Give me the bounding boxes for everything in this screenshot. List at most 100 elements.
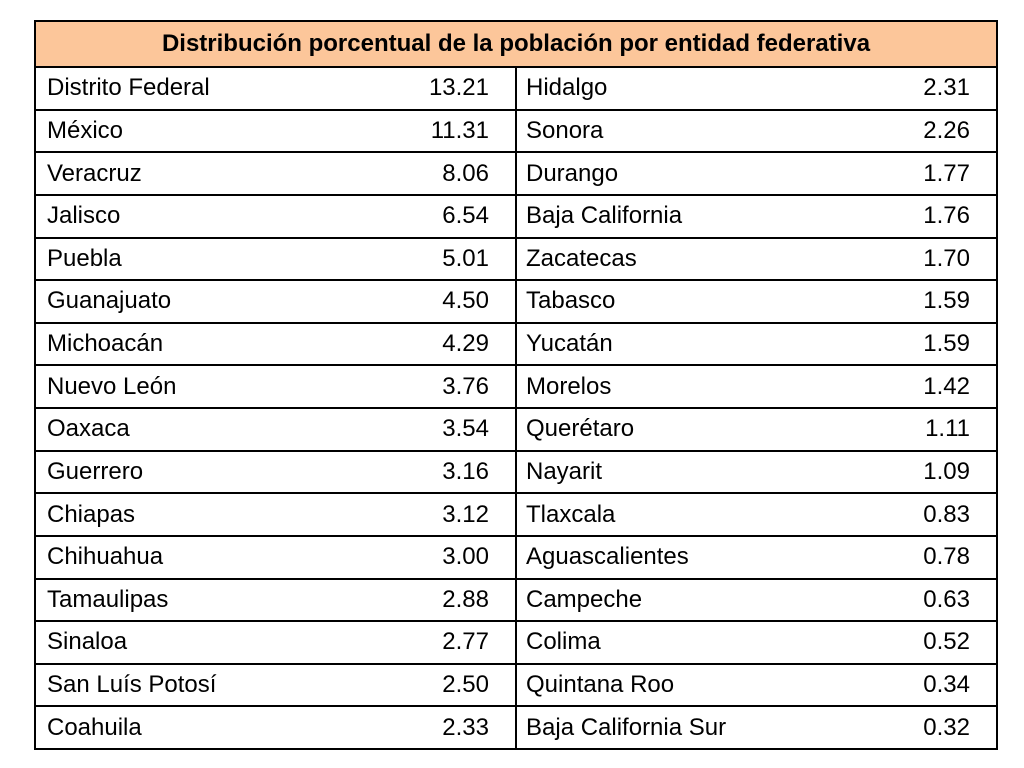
table-row: Distrito Federal 13.21 Hidalgo 2.31 [34,66,998,111]
table-row: Puebla 5.01 Zacatecas 1.70 [34,236,998,282]
state-name: Querétaro [526,415,635,443]
state-name: Michoacán [47,330,164,358]
state-name: Puebla [47,244,122,272]
state-percentage: 8.06 [442,159,489,187]
state-cell-right: Colima 0.52 [515,620,998,665]
state-cell-right: Quintana Roo 0.34 [515,662,998,708]
state-name: Colima [526,628,601,656]
state-percentage: 2.33 [442,713,489,741]
state-entry: Puebla 5.01 [36,245,515,273]
state-percentage: 5.01 [442,244,489,272]
state-name: Campeche [526,585,643,613]
state-name: Quintana Roo [526,671,675,699]
state-cell-left: Oaxaca 3.54 [34,407,517,452]
state-cell-right: Tabasco 1.59 [515,279,998,324]
state-cell-left: Jalisco 6.54 [34,193,517,239]
state-percentage: 1.70 [923,244,970,272]
state-percentage: 2.26 [923,116,970,144]
state-cell-left: Chiapas 3.12 [34,492,517,537]
state-name: Guanajuato [47,287,172,315]
state-entry: Zacatecas 1.70 [517,245,996,273]
state-entry: Nuevo León 3.76 [36,373,515,401]
state-name: Coahuila [47,713,142,741]
state-entry: Nayarit 1.09 [517,458,996,486]
state-cell-right: Querétaro 1.11 [515,407,998,452]
state-name: Yucatán [526,330,613,358]
state-percentage: 1.77 [923,159,970,187]
state-percentage: 1.76 [923,202,970,230]
state-entry: Michoacán 4.29 [36,330,515,358]
state-percentage: 0.78 [923,543,970,571]
state-percentage: 3.16 [442,457,489,485]
state-name: Jalisco [47,202,121,230]
state-entry: Quintana Roo 0.34 [517,671,996,699]
table-row: San Luís Potosí 2.50 Quintana Roo 0.34 [34,662,998,708]
state-entry: Sinaloa 2.77 [36,628,515,656]
state-name: Baja California [526,202,683,230]
state-percentage: 0.83 [923,500,970,528]
state-cell-right: Campeche 0.63 [515,577,998,623]
state-cell-left: Chihuahua 3.00 [34,534,517,580]
state-cell-left: Distrito Federal 13.21 [34,66,517,111]
table-row: Michoacán 4.29 Yucatán 1.59 [34,321,998,367]
population-table-container: Distribución porcentual de la población … [34,20,998,750]
state-name: Nayarit [526,457,603,485]
state-percentage: 3.12 [442,500,489,528]
state-percentage: 2.88 [442,585,489,613]
state-percentage: 3.76 [442,372,489,400]
state-percentage: 0.63 [923,585,970,613]
state-cell-right: Morelos 1.42 [515,364,998,409]
state-cell-left: Guanajuato 4.50 [34,279,517,324]
state-entry: Yucatán 1.59 [517,330,996,358]
table-row: Chihuahua 3.00 Aguascalientes 0.78 [34,534,998,580]
state-name: Aguascalientes [526,543,689,571]
table-header-row: Distribución porcentual de la población … [34,20,998,68]
state-cell-left: Tamaulipas 2.88 [34,577,517,623]
state-name: Sonora [526,116,604,144]
state-entry: Jalisco 6.54 [36,202,515,230]
state-entry: Campeche 0.63 [517,586,996,614]
state-percentage: 13.21 [428,74,489,102]
state-percentage: 4.50 [442,287,489,315]
state-percentage: 11.31 [430,116,489,144]
state-percentage: 3.54 [442,415,489,443]
state-name: Chiapas [47,500,136,528]
state-entry: Guanajuato 4.50 [36,287,515,315]
state-name: Guerrero [47,457,144,485]
state-name: Tabasco [526,287,616,315]
population-distribution-table: Distribución porcentual de la población … [34,20,998,750]
state-name: Tlaxcala [526,500,616,528]
state-cell-right: Yucatán 1.59 [515,321,998,367]
state-entry: Tamaulipas 2.88 [36,586,515,614]
state-cell-right: Aguascalientes 0.78 [515,534,998,580]
state-percentage: 2.77 [442,628,489,656]
state-name: Oaxaca [47,415,130,443]
state-cell-right: Tlaxcala 0.83 [515,492,998,537]
table-row: Tamaulipas 2.88 Campeche 0.63 [34,577,998,623]
state-percentage: 0.34 [923,671,970,699]
state-name: Veracruz [47,159,142,187]
table-row: Chiapas 3.12 Tlaxcala 0.83 [34,492,998,537]
table-row: Guanajuato 4.50 Tabasco 1.59 [34,279,998,324]
state-name: Tamaulipas [47,585,169,613]
table-row: Jalisco 6.54 Baja California 1.76 [34,193,998,239]
table-body: Distrito Federal 13.21 Hidalgo 2.31 México 11… [34,66,998,750]
state-percentage: 3.00 [442,543,489,571]
state-entry: Sonora 2.26 [517,117,996,145]
state-name: San Luís Potosí [47,671,217,699]
state-cell-left: Veracruz 8.06 [34,151,517,196]
state-percentage: 1.11 [925,415,970,443]
state-name: Nuevo León [47,372,177,400]
state-percentage: 1.09 [923,457,970,485]
table-row: Guerrero 3.16 Nayarit 1.09 [34,449,998,495]
state-percentage: 4.29 [442,330,489,358]
state-cell-left: Coahuila 2.33 [34,705,517,750]
state-cell-right: Baja California Sur 0.32 [515,705,998,750]
state-cell-right: Hidalgo 2.31 [515,66,998,111]
state-cell-left: San Luís Potosí 2.50 [34,662,517,708]
table-row: Nuevo León 3.76 Morelos 1.42 [34,364,998,409]
table-row: Oaxaca 3.54 Querétaro 1.11 [34,407,998,452]
state-entry: Querétaro 1.11 [517,415,996,443]
state-entry: Aguascalientes 0.78 [517,543,996,571]
state-cell-right: Sonora 2.26 [515,108,998,154]
